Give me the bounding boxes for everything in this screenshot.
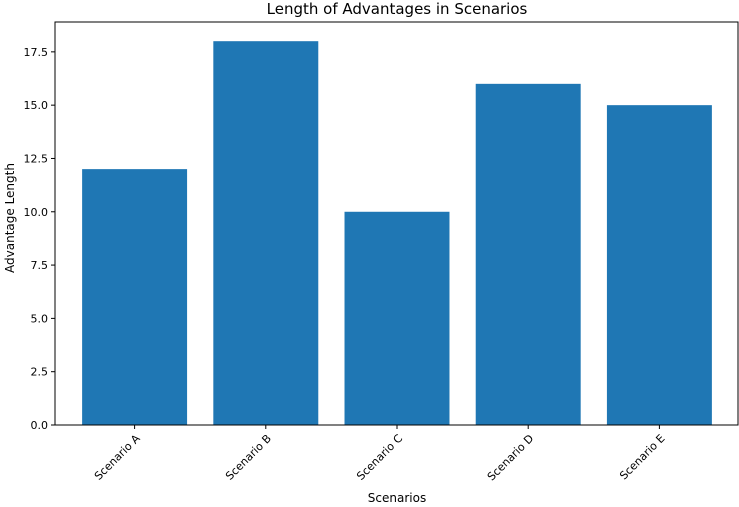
y-tick-label: 17.5 — [24, 46, 49, 59]
x-tick-label: Scenario A — [92, 432, 143, 483]
bar-scenario-d — [475, 83, 581, 426]
bar-scenario-c — [344, 211, 450, 425]
y-ticks: 0.0 2.5 5.0 7.5 10.0 12.5 15.0 17.5 — [24, 46, 55, 432]
y-tick-label: 5.0 — [31, 312, 49, 325]
y-tick-label: 12.5 — [24, 152, 49, 165]
x-tick-label: Scenario E — [617, 432, 667, 482]
bar-scenario-b — [213, 41, 319, 425]
x-tick-label: Scenario B — [223, 432, 274, 483]
bars-layer — [82, 41, 712, 426]
y-axis-label: Advantage Length — [3, 163, 17, 273]
x-tick-label: Scenario C — [354, 432, 405, 483]
y-tick-label: 10.0 — [24, 206, 49, 219]
bar-scenario-e — [606, 105, 712, 426]
y-tick-label: 2.5 — [31, 366, 49, 379]
x-tick-label: Scenario D — [485, 432, 536, 483]
y-tick-label: 0.0 — [31, 419, 49, 432]
y-tick-label: 7.5 — [31, 259, 49, 272]
bar-scenario-a — [82, 169, 188, 425]
y-tick-label: 15.0 — [24, 99, 49, 112]
x-axis-label: Scenarios — [368, 491, 426, 505]
chart-title: Length of Advantages in Scenarios — [267, 0, 528, 18]
x-ticks: Scenario A Scenario B Scenario C Scenario D… — [92, 425, 668, 483]
